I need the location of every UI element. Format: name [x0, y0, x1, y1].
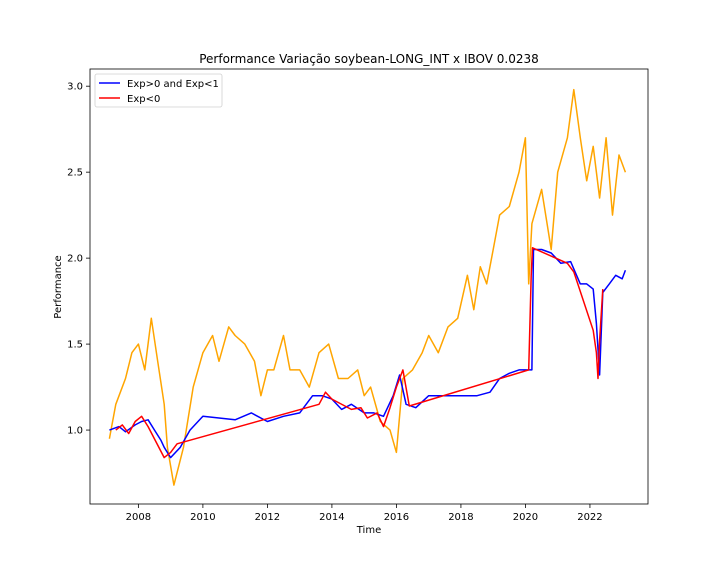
x-tick-label: 2012 [255, 512, 280, 523]
legend-label-exp-neg: Exp<0 [127, 94, 160, 105]
y-tick-label: 2.5 [67, 168, 83, 179]
x-tick-label: 2010 [190, 512, 215, 523]
y-tick-label: 2.0 [67, 254, 83, 265]
legend-box [94, 73, 223, 108]
x-tick-label: 2022 [577, 512, 602, 523]
x-tick-label: 2020 [513, 512, 538, 523]
y-tick-label: 3.0 [67, 82, 83, 93]
x-tick-label: 2008 [126, 512, 151, 523]
plot-frame [89, 68, 649, 505]
chart-title: Performance Variação soybean-LONG_INT x … [199, 52, 539, 66]
plot-area [90, 69, 648, 504]
y-axis-label: Performance [53, 255, 64, 318]
x-tick-label: 2016 [384, 512, 409, 523]
legend: Exp>0 and Exp<1 Exp<0 [94, 73, 223, 108]
x-tick-label: 2018 [448, 512, 473, 523]
y-tick-label: 1.0 [67, 426, 83, 437]
ticks-layer: 2008 2010 2012 2014 2016 2018 2020 2022 1.0 1.5 2.… [67, 82, 603, 523]
x-tick-label: 2014 [319, 512, 344, 523]
x-axis-label: Time [356, 525, 381, 536]
series-layer [108, 88, 627, 486]
series-line-2 [115, 247, 604, 459]
y-tick-label: 1.5 [67, 340, 83, 351]
legend-label-exp-pos: Exp>0 and Exp<1 [127, 79, 219, 90]
